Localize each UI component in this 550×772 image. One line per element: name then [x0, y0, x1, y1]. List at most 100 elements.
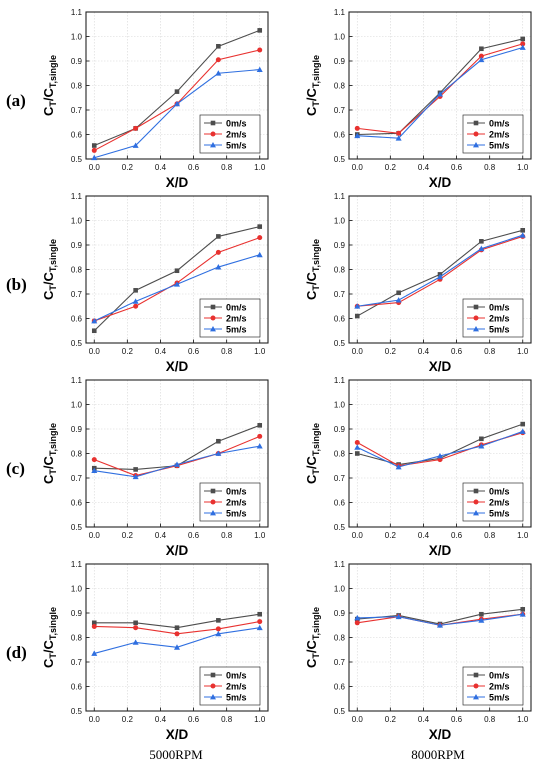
y-tick-label: 0.9	[334, 57, 346, 66]
data-point-0ms	[354, 451, 360, 456]
x-tick-label: 0.4	[418, 347, 430, 356]
legend-marker	[473, 315, 479, 321]
x-axis-label: X/D	[429, 543, 452, 558]
x-tick-label: 0.6	[451, 347, 463, 356]
legend-marker	[210, 131, 216, 137]
data-point-5ms	[215, 630, 222, 637]
y-tick-label: 0.5	[71, 339, 83, 348]
panel-c-5000rpm: 0.5 0.6 0.7 0.8 0.9 1.0 1.1 0.0 0.2 0.4 0.6 0.8 1.0 X…	[41, 376, 269, 558]
panel-d-8000rpm: 0.5 0.6 0.7 0.8 0.9 1.0 1.1 0.0 0.2 0.4 0.6 0.8 1.0 X…	[304, 560, 532, 742]
legend: 0m/s2m/s5m/s	[462, 114, 524, 154]
y-axis-label: CT/CT,single	[304, 239, 321, 300]
data-point-5ms	[354, 444, 361, 450]
legend-label: 0m/s	[489, 302, 510, 312]
data-point-0ms	[479, 239, 484, 244]
data-point-5ms	[519, 232, 526, 238]
data-point-2ms	[437, 457, 443, 463]
y-tick-label: 0.8	[71, 266, 83, 275]
y-axis-label-part: T	[311, 469, 321, 475]
data-point-0ms	[396, 290, 401, 296]
y-tick-label: 0.5	[334, 707, 346, 716]
data-point-2ms	[257, 433, 263, 439]
y-axis-label-part: /	[304, 97, 319, 101]
y-axis-label: CT/CT,single	[41, 239, 58, 300]
data-point-5ms	[478, 245, 485, 252]
column-label-5000rpm: 5000RPM	[149, 747, 203, 762]
legend: 0m/s2m/s5m/s	[462, 298, 524, 338]
x-tick-label: 0.6	[188, 715, 200, 724]
legend-label: 2m/s	[226, 497, 247, 507]
x-tick-label: 1.0	[254, 715, 266, 724]
y-axis-label: CT/CT,single	[41, 607, 58, 668]
y-axis-label-part: C	[41, 474, 56, 484]
y-axis-label: CT/CT,single	[304, 423, 321, 484]
data-point-5ms	[256, 624, 263, 631]
y-tick-label: 0.7	[71, 290, 83, 299]
legend-marker	[473, 672, 479, 678]
legend-marker	[473, 683, 479, 689]
data-point-5ms	[519, 428, 526, 434]
legend-label: 2m/s	[226, 681, 247, 691]
data-point-5ms	[354, 614, 361, 621]
legend-label: 5m/s	[489, 140, 510, 150]
x-tick-label: 0.8	[221, 715, 233, 724]
x-tick-label: 0.0	[89, 163, 101, 172]
legend: 0m/s2m/s5m/s	[199, 298, 261, 338]
data-point-2ms	[396, 130, 402, 136]
data-point-5ms	[174, 461, 180, 467]
y-axis-label-part: C	[304, 106, 319, 116]
data-point-2ms	[257, 235, 263, 241]
y-axis-label-part: T,single	[48, 239, 58, 272]
y-tick-label: 1.1	[71, 560, 83, 569]
data-point-2ms	[91, 147, 97, 153]
x-tick-label: 0.2	[122, 531, 134, 540]
data-point-5ms	[215, 70, 222, 76]
legend-marker	[210, 120, 216, 126]
x-tick-label: 1.0	[254, 163, 266, 172]
x-tick-label: 1.0	[517, 347, 529, 356]
y-tick-label: 0.8	[71, 634, 83, 643]
data-point-0ms	[479, 611, 484, 617]
legend-marker	[473, 131, 479, 137]
y-tick-label: 1.0	[71, 33, 83, 42]
data-point-5ms	[174, 644, 180, 650]
data-point-5ms	[91, 317, 98, 324]
x-tick-label: 0.6	[188, 347, 200, 356]
y-tick-label: 0.8	[334, 82, 346, 91]
panel-d-5000rpm: 0.5 0.6 0.7 0.8 0.9 1.0 1.1 0.0 0.2 0.4 0.6 0.8 1.0 X…	[41, 560, 269, 742]
data-point-0ms	[133, 467, 138, 472]
x-tick-label: 1.0	[517, 163, 529, 172]
data-point-0ms	[216, 44, 221, 49]
y-axis-label-part: T	[311, 285, 321, 291]
legend-marker	[473, 120, 479, 126]
y-axis-label-part: C	[41, 290, 56, 300]
x-tick-label: 0.2	[122, 163, 134, 172]
data-point-5ms	[437, 91, 443, 97]
data-point-0ms	[479, 46, 484, 52]
data-point-5ms	[174, 100, 180, 107]
data-point-5ms	[395, 463, 402, 470]
y-axis-label-part: C	[41, 271, 56, 281]
x-tick-label: 0.8	[221, 163, 233, 172]
y-axis-label: CT/CT,single	[304, 55, 321, 116]
y-axis-label-part: /	[41, 97, 56, 101]
data-point-2ms	[257, 47, 263, 53]
panel-a-5000rpm: 0.5 0.6 0.7 0.8 0.9 1.0 1.1 0.0 0.2 0.4 0.6 0.8 1.0 X…	[41, 8, 269, 190]
data-point-5ms	[437, 273, 443, 280]
y-tick-label: 0.6	[334, 131, 346, 140]
data-point-0ms	[520, 421, 526, 427]
x-tick-label: 0.2	[122, 715, 134, 724]
row-label-b: (b)	[6, 275, 27, 294]
data-point-5ms	[437, 622, 443, 628]
legend-label: 0m/s	[489, 118, 510, 128]
data-point-0ms	[354, 313, 360, 319]
y-axis-label-part: C	[304, 271, 319, 281]
y-axis-label-part: C	[41, 639, 56, 649]
data-point-0ms	[174, 625, 180, 630]
panel-b-8000rpm: 0.5 0.6 0.7 0.8 0.9 1.0 1.1 0.0 0.2 0.4 0.6 0.8 1.0 X…	[304, 192, 532, 374]
legend-marker	[210, 499, 216, 505]
y-axis-label-part: /	[304, 281, 319, 285]
legend-marker	[210, 326, 216, 332]
y-tick-label: 0.9	[334, 609, 346, 618]
